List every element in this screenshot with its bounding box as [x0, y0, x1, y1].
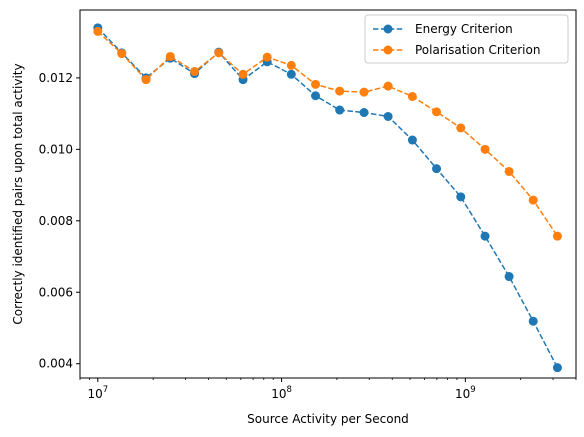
data-point — [311, 91, 321, 101]
legend: Energy Criterion Polarisation Criterion — [364, 14, 569, 64]
data-point — [311, 79, 321, 89]
data-point — [407, 135, 417, 145]
data-point — [214, 48, 224, 58]
legend-marker — [383, 24, 393, 34]
y-tick-label: 0.006 — [39, 285, 73, 299]
series-line — [97, 30, 559, 237]
data-point — [335, 105, 345, 115]
y-tick-label: 0.012 — [39, 71, 73, 85]
data-point — [359, 108, 369, 118]
data-point — [286, 69, 296, 79]
data-point — [456, 123, 466, 133]
series-line — [97, 27, 559, 368]
data-point — [552, 363, 562, 373]
data-point — [238, 69, 248, 79]
legend-item: Energy Criterion — [373, 22, 513, 36]
data-point — [383, 111, 393, 121]
data-point — [480, 231, 490, 241]
legend-label: Energy Criterion — [415, 22, 513, 36]
y-axis-label: Correctly identified pairs upon total ac… — [11, 63, 25, 324]
data-point — [432, 164, 442, 174]
series-polarisation-criterion — [93, 26, 562, 241]
y-tick-label: 0.004 — [39, 357, 73, 371]
data-point — [190, 66, 200, 76]
legend-item: Polarisation Criterion — [373, 43, 540, 57]
x-axis-label: Source Activity per Second — [247, 412, 409, 426]
data-point — [504, 166, 514, 176]
data-point — [117, 49, 127, 59]
series-energy-criterion — [93, 23, 562, 373]
y-tick-label: 0.008 — [39, 214, 73, 228]
x-axis-ticks: 107 108 109 — [79, 378, 577, 401]
data-point — [407, 91, 417, 101]
data-point — [165, 51, 175, 61]
y-tick-label: 0.010 — [39, 142, 73, 156]
data-point — [552, 231, 562, 241]
data-point — [432, 107, 442, 117]
x-tick-label: 109 — [455, 385, 476, 401]
data-point — [456, 192, 466, 202]
data-point — [286, 60, 296, 70]
data-point — [383, 81, 393, 91]
data-point — [528, 195, 538, 205]
data-point — [141, 75, 151, 85]
y-axis-ticks: 0.004 0.006 0.008 0.010 0.012 — [39, 71, 80, 371]
data-point — [359, 87, 369, 97]
axes-frame — [79, 9, 577, 379]
data-point — [262, 52, 272, 62]
x-tick-label: 108 — [271, 385, 292, 401]
series-layer — [93, 23, 562, 373]
data-point — [93, 26, 103, 36]
data-point — [480, 144, 490, 154]
data-point — [528, 316, 538, 326]
legend-label: Polarisation Criterion — [415, 43, 540, 57]
legend-marker — [383, 45, 393, 55]
legend-box — [364, 14, 569, 64]
x-tick-label: 107 — [87, 385, 108, 401]
data-point — [335, 86, 345, 96]
data-point — [504, 272, 514, 282]
